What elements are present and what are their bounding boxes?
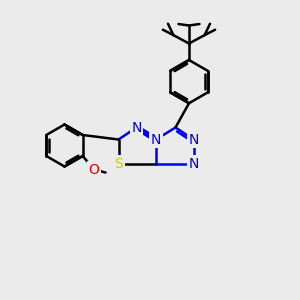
- Text: S: S: [114, 157, 123, 170]
- Text: N: N: [131, 121, 142, 134]
- Text: O: O: [88, 163, 100, 176]
- Text: N: N: [188, 133, 199, 146]
- Text: N: N: [151, 133, 161, 146]
- Text: N: N: [188, 157, 199, 170]
